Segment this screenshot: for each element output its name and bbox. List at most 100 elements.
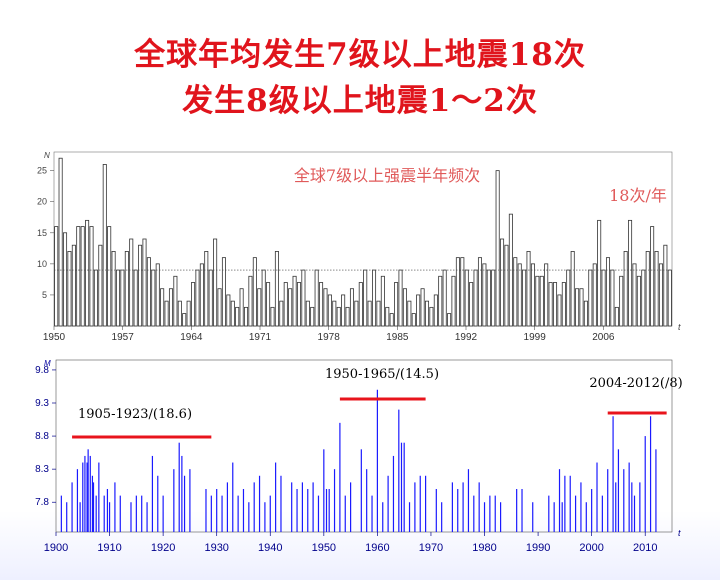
chart1-bar — [654, 251, 659, 327]
chart1-bar — [513, 257, 518, 327]
chart1-bar — [164, 300, 169, 327]
chart1-bar — [292, 275, 297, 327]
chart1-frame — [53, 151, 673, 327]
chart1-bar — [124, 251, 129, 327]
chart1-bar — [358, 282, 363, 327]
chart1-bar — [252, 257, 257, 327]
chart1-bar — [195, 269, 200, 327]
chart1-bar — [283, 282, 288, 327]
chart1-y-axis-label: N — [44, 151, 50, 160]
chart1-bar — [367, 300, 372, 327]
chart1-bar — [239, 288, 244, 327]
chart1-bar — [424, 300, 430, 327]
chart2-y-tick-label: 7.8 — [35, 497, 49, 508]
chart1-bar — [235, 306, 240, 327]
chart1-y-tick-label: 25 — [37, 166, 47, 176]
chart1-bar — [116, 269, 121, 327]
chart1-bar — [336, 306, 341, 327]
chart1-bar — [491, 269, 496, 327]
chart1-bar — [482, 263, 487, 327]
chart1-bar — [345, 306, 350, 327]
chart1-bar — [138, 244, 143, 327]
chart1-bar — [619, 275, 624, 327]
chart1-bar — [460, 257, 465, 327]
chart1-y-tick-label: 20 — [37, 197, 47, 207]
chart1-bar — [636, 275, 641, 327]
chart1-bar — [420, 288, 425, 327]
chart1-bar — [76, 226, 81, 327]
chart1-bar — [455, 257, 460, 327]
chart1-bar — [495, 170, 500, 327]
chart1-bar — [71, 244, 76, 327]
chart1-bar — [447, 313, 452, 327]
chart1-bar — [323, 288, 328, 327]
chart1-bar — [394, 282, 399, 327]
chart2-y-tick-label: 9.3 — [35, 398, 49, 409]
chart1-bar — [58, 157, 63, 327]
chart1-bar — [641, 269, 646, 327]
chart2-x-axis-label: t — [678, 528, 681, 538]
chart2-x-tick-label: 1930 — [204, 542, 228, 554]
title-line-2: 发生8级以上地震1～2次 — [182, 83, 538, 119]
chart1-bar — [438, 275, 443, 327]
chart1-bar — [628, 219, 633, 327]
chart1-x-tick-label: 1957 — [112, 332, 135, 343]
chart1-x-tick-label: 1950 — [43, 332, 66, 343]
chart1-bar — [583, 300, 588, 327]
chart1-bar — [663, 244, 668, 327]
chart2-period-label: 1905-1923/(18.6) — [78, 407, 192, 422]
chart1-bar — [279, 300, 284, 327]
chart1-bar — [107, 226, 112, 327]
chart1-bar — [597, 219, 602, 327]
chart2-x-tick-label: 2010 — [633, 542, 657, 554]
chart1-bar — [146, 257, 151, 327]
slide-title: 全球年均发生7级以上地震18次 发生8级以上地震1～2次 — [0, 32, 720, 124]
chart1-bar — [389, 313, 394, 327]
chart1-bar — [398, 269, 403, 327]
chart1-bar — [288, 288, 293, 327]
chart1-bar — [319, 282, 324, 327]
chart1-bar — [204, 251, 209, 327]
chart1-bar — [561, 282, 566, 327]
chart1-x-tick-label: 2006 — [592, 332, 615, 343]
chart1-bar — [305, 300, 310, 327]
chart1-bar — [575, 288, 580, 327]
chart1-bar — [588, 269, 593, 327]
title-line-1: 全球年均发生7级以上地震18次 — [134, 37, 586, 73]
chart1-bar — [341, 294, 346, 327]
chart1-bar — [274, 251, 279, 327]
chart1-x-tick-label: 1992 — [455, 332, 478, 343]
chart1-bar — [67, 251, 72, 327]
chart1-bar — [416, 294, 421, 327]
chart1-bar — [142, 238, 147, 327]
chart1-bar — [151, 269, 156, 327]
chart1-y-tick-label: 5 — [42, 290, 47, 300]
chart1-bar — [327, 294, 332, 327]
chart1-bar — [477, 257, 482, 327]
chart1-bar — [464, 269, 469, 327]
chart1-bar — [539, 275, 544, 327]
chart1-bar — [155, 263, 160, 327]
chart2-y-tick-label: 9.8 — [35, 365, 49, 376]
chart1-bar — [93, 269, 98, 327]
chart1-bar — [385, 306, 390, 327]
chart1-x-tick-label: 1999 — [524, 332, 547, 343]
chart1-bar — [63, 232, 68, 327]
chart1-bar — [54, 226, 59, 327]
chart1-bar — [429, 306, 434, 327]
chart2-y-tick-label: 8.3 — [35, 464, 49, 475]
chart1-bar — [354, 300, 359, 327]
chart1-bar — [402, 288, 407, 327]
chart1-bar — [133, 269, 138, 327]
chart1-bar — [601, 269, 606, 327]
chart1-bar — [217, 288, 222, 327]
chart1-bar — [349, 288, 354, 327]
chart1-bar — [433, 294, 438, 327]
chart2-x-tick-label: 1980 — [472, 542, 496, 554]
chart1-bar — [522, 269, 527, 327]
chart1-bar — [372, 269, 377, 327]
chart2-x-tick-label: 1990 — [526, 542, 550, 554]
chart1-bar — [182, 313, 187, 327]
chart1-bar — [226, 294, 231, 327]
chart1-bar — [376, 300, 381, 327]
